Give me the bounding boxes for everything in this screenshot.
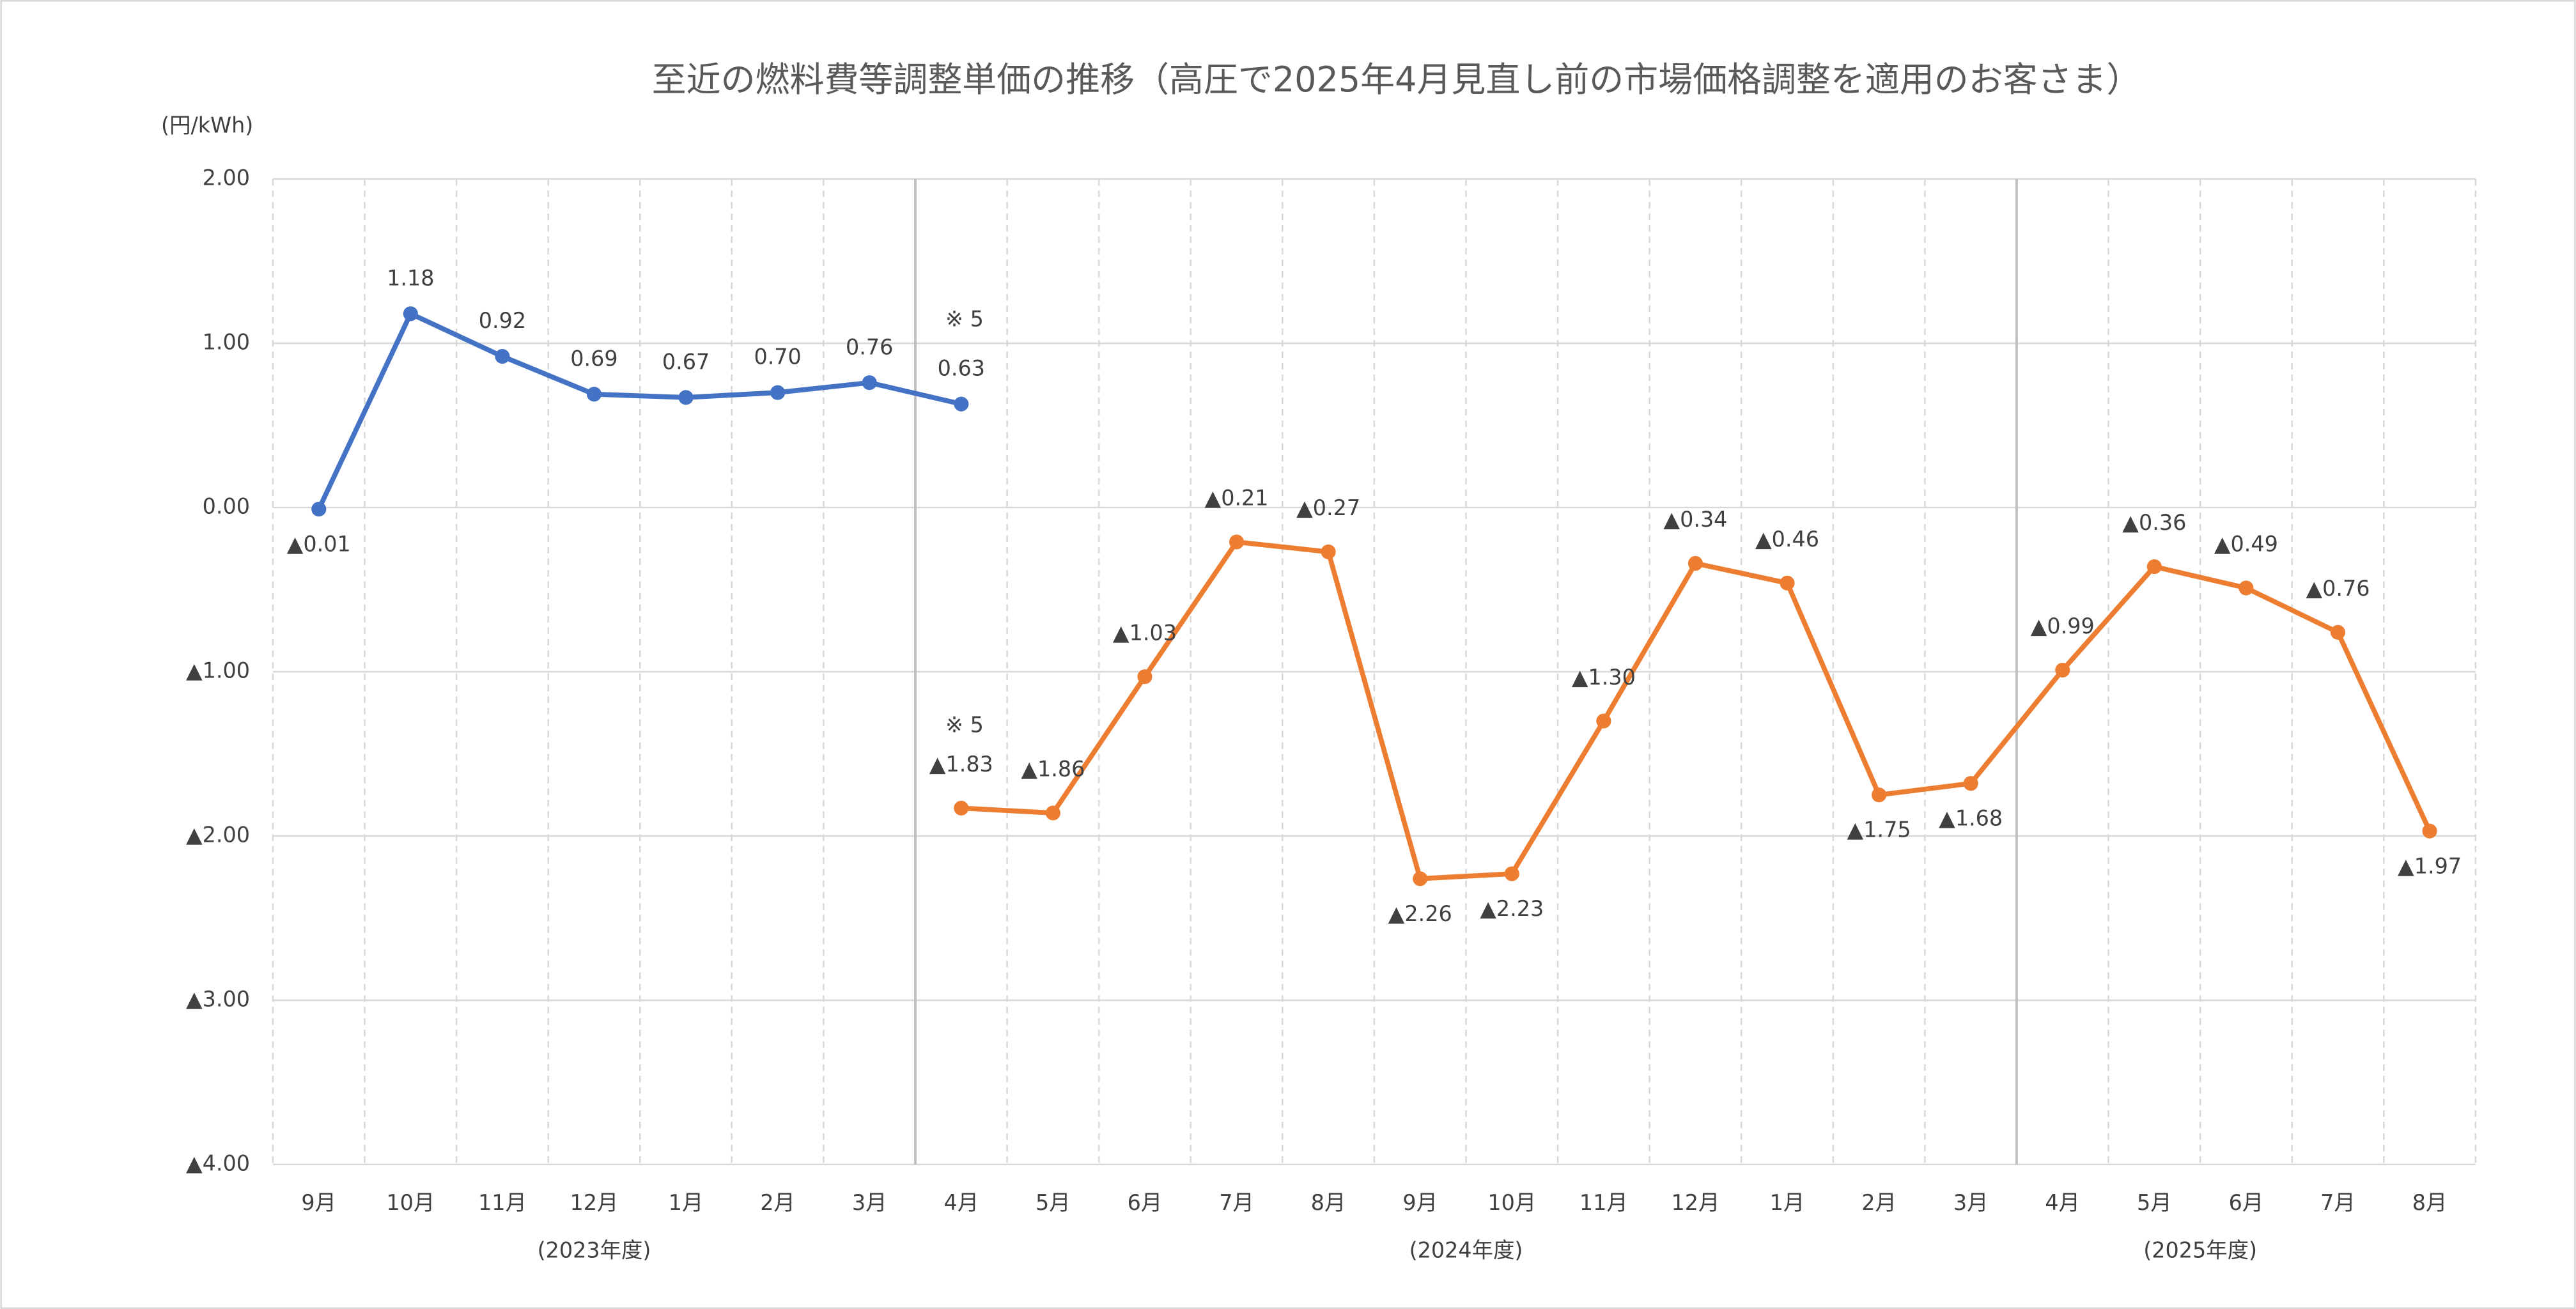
x-tick-label: 6月 bbox=[1128, 1190, 1163, 1215]
y-tick-label: ▲3.00 bbox=[186, 986, 250, 1011]
y-tick-label: 2.00 bbox=[203, 166, 250, 190]
x-tick-label: 9月 bbox=[301, 1190, 336, 1215]
x-tick-label: 8月 bbox=[1311, 1190, 1346, 1215]
data-point bbox=[2238, 580, 2254, 596]
data-label: ▲1.97 bbox=[2398, 853, 2462, 878]
x-tick-label: 7月 bbox=[1219, 1190, 1254, 1215]
data-label: 1.18 bbox=[387, 265, 434, 290]
data-point bbox=[954, 396, 969, 412]
data-label: ▲0.34 bbox=[1663, 507, 1727, 532]
data-point bbox=[770, 385, 786, 400]
data-label: ▲0.21 bbox=[1205, 486, 1269, 511]
y-tick-label: 1.00 bbox=[203, 330, 250, 355]
data-point bbox=[1688, 555, 1703, 571]
data-point bbox=[1963, 776, 1978, 791]
data-point bbox=[1137, 669, 1152, 685]
chart-title: 至近の燃料費等調整単価の推移（高圧で2025年4月見直し前の市場価格調整を適用の… bbox=[652, 59, 2141, 100]
data-label: 0.67 bbox=[662, 349, 710, 374]
data-label: ▲1.86 bbox=[1021, 757, 1085, 782]
period-label: (2025年度) bbox=[2143, 1238, 2257, 1263]
data-label: ▲1.83 bbox=[929, 752, 993, 777]
data-point bbox=[2330, 624, 2346, 640]
x-tick-label: 8月 bbox=[2412, 1190, 2448, 1215]
data-label: 0.76 bbox=[846, 334, 893, 359]
y-tick-label: ▲4.00 bbox=[186, 1150, 250, 1175]
x-tick-label: 12月 bbox=[1671, 1190, 1719, 1215]
x-tick-label: 4月 bbox=[943, 1190, 979, 1215]
x-tick-label: 4月 bbox=[2045, 1190, 2080, 1215]
y-axis-label: (円/kWh) bbox=[161, 112, 253, 137]
data-label: ▲0.36 bbox=[2122, 510, 2186, 535]
x-tick-label: 12月 bbox=[570, 1190, 619, 1215]
x-tick-label: 5月 bbox=[1036, 1190, 1071, 1215]
x-tick-label: 1月 bbox=[669, 1190, 704, 1215]
data-label: ▲0.46 bbox=[1755, 527, 1819, 552]
x-tick-label: 7月 bbox=[2320, 1190, 2355, 1215]
x-tick-label: 2月 bbox=[1861, 1190, 1897, 1215]
data-label: ▲2.26 bbox=[1388, 901, 1452, 926]
data-label: ▲0.99 bbox=[2031, 614, 2095, 639]
data-label: ▲1.03 bbox=[1113, 620, 1177, 645]
annotation: ※ 5 bbox=[945, 307, 984, 332]
data-point bbox=[311, 502, 327, 517]
data-point bbox=[403, 306, 418, 321]
data-label: 0.70 bbox=[754, 345, 801, 369]
data-label: ▲0.49 bbox=[2214, 532, 2278, 557]
x-tick-label: 10月 bbox=[386, 1190, 435, 1215]
data-label: ▲0.01 bbox=[287, 532, 351, 557]
x-tick-label: 2月 bbox=[760, 1190, 795, 1215]
data-point bbox=[1596, 713, 1611, 729]
x-tick-label: 11月 bbox=[1579, 1190, 1628, 1215]
x-tick-label: 1月 bbox=[1770, 1190, 1805, 1215]
data-label: 0.63 bbox=[938, 356, 985, 381]
data-label: ▲0.27 bbox=[1296, 495, 1360, 520]
series-line bbox=[316, 311, 962, 511]
x-tick-label: 3月 bbox=[1953, 1190, 1989, 1215]
data-point bbox=[678, 390, 694, 405]
data-label: ▲0.76 bbox=[2306, 576, 2370, 601]
data-point bbox=[1413, 871, 1428, 887]
data-point bbox=[862, 375, 877, 391]
x-tick-label: 6月 bbox=[2229, 1190, 2264, 1215]
x-tick-label: 9月 bbox=[1402, 1190, 1438, 1215]
period-label: (2023年度) bbox=[538, 1238, 651, 1263]
x-tick-label: 11月 bbox=[478, 1190, 527, 1215]
data-point bbox=[495, 349, 510, 364]
period-label: (2024年度) bbox=[1409, 1238, 1523, 1263]
y-tick-label: ▲2.00 bbox=[186, 822, 250, 847]
data-point bbox=[2422, 823, 2437, 839]
data-label: ▲1.30 bbox=[1572, 665, 1636, 690]
data-point bbox=[1229, 534, 1245, 550]
annotation: ※ 5 bbox=[945, 712, 984, 737]
x-tick-label: 10月 bbox=[1487, 1190, 1536, 1215]
data-label: ▲1.68 bbox=[1939, 806, 2003, 831]
y-tick-label: 0.00 bbox=[203, 494, 250, 519]
data-point bbox=[954, 800, 969, 816]
x-tick-label: 3月 bbox=[852, 1190, 887, 1215]
y-tick-label: ▲1.00 bbox=[186, 658, 250, 683]
data-label: 0.69 bbox=[570, 346, 617, 371]
data-label: ▲2.23 bbox=[1480, 896, 1544, 921]
data-point bbox=[1872, 787, 1887, 803]
data-label: ▲1.75 bbox=[1847, 817, 1911, 842]
data-point bbox=[1045, 805, 1060, 821]
data-point bbox=[1504, 866, 1519, 881]
data-point bbox=[1780, 575, 1795, 591]
data-point bbox=[2146, 559, 2162, 575]
data-label: 0.92 bbox=[479, 308, 526, 333]
data-point bbox=[1321, 544, 1336, 559]
x-tick-label: 5月 bbox=[2137, 1190, 2172, 1215]
data-point bbox=[586, 387, 602, 402]
data-point bbox=[2055, 662, 2070, 678]
